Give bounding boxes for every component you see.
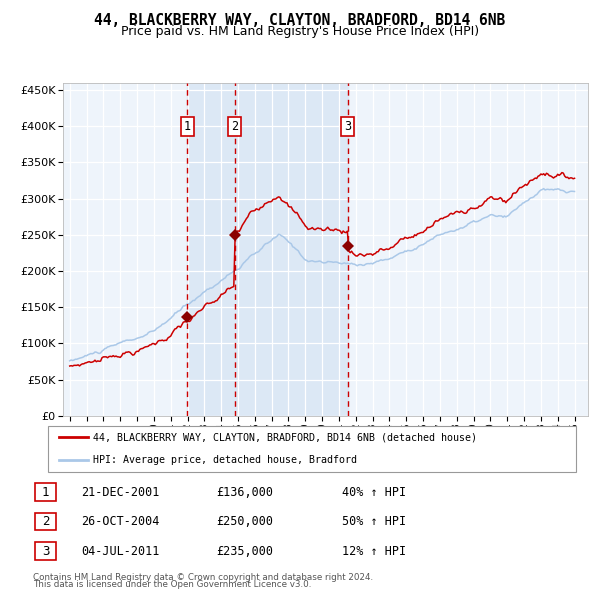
Text: 44, BLACKBERRY WAY, CLAYTON, BRADFORD, BD14 6NB: 44, BLACKBERRY WAY, CLAYTON, BRADFORD, B…	[94, 13, 506, 28]
Text: £235,000: £235,000	[216, 545, 273, 558]
Text: 1: 1	[42, 486, 49, 499]
Text: 1: 1	[184, 120, 191, 133]
Bar	[235, 83, 347, 416]
FancyBboxPatch shape	[35, 483, 56, 501]
Bar	[187, 83, 235, 416]
Text: Contains HM Land Registry data © Crown copyright and database right 2024.: Contains HM Land Registry data © Crown c…	[33, 573, 373, 582]
Text: HPI: Average price, detached house, Bradford: HPI: Average price, detached house, Brad…	[93, 455, 357, 466]
Text: 44, BLACKBERRY WAY, CLAYTON, BRADFORD, BD14 6NB (detached house): 44, BLACKBERRY WAY, CLAYTON, BRADFORD, B…	[93, 432, 477, 442]
Text: 40% ↑ HPI: 40% ↑ HPI	[342, 486, 406, 499]
FancyBboxPatch shape	[48, 426, 576, 472]
Text: 04-JUL-2011: 04-JUL-2011	[81, 545, 160, 558]
Text: 21-DEC-2001: 21-DEC-2001	[81, 486, 160, 499]
Text: 3: 3	[344, 120, 351, 133]
Text: 3: 3	[42, 545, 49, 558]
FancyBboxPatch shape	[35, 513, 56, 530]
Text: Price paid vs. HM Land Registry's House Price Index (HPI): Price paid vs. HM Land Registry's House …	[121, 25, 479, 38]
Text: This data is licensed under the Open Government Licence v3.0.: This data is licensed under the Open Gov…	[33, 581, 311, 589]
Text: 26-OCT-2004: 26-OCT-2004	[81, 515, 160, 528]
Text: £250,000: £250,000	[216, 515, 273, 528]
FancyBboxPatch shape	[35, 542, 56, 560]
Text: £136,000: £136,000	[216, 486, 273, 499]
Text: 2: 2	[42, 515, 49, 528]
Text: 12% ↑ HPI: 12% ↑ HPI	[342, 545, 406, 558]
Text: 2: 2	[232, 120, 239, 133]
Text: 50% ↑ HPI: 50% ↑ HPI	[342, 515, 406, 528]
